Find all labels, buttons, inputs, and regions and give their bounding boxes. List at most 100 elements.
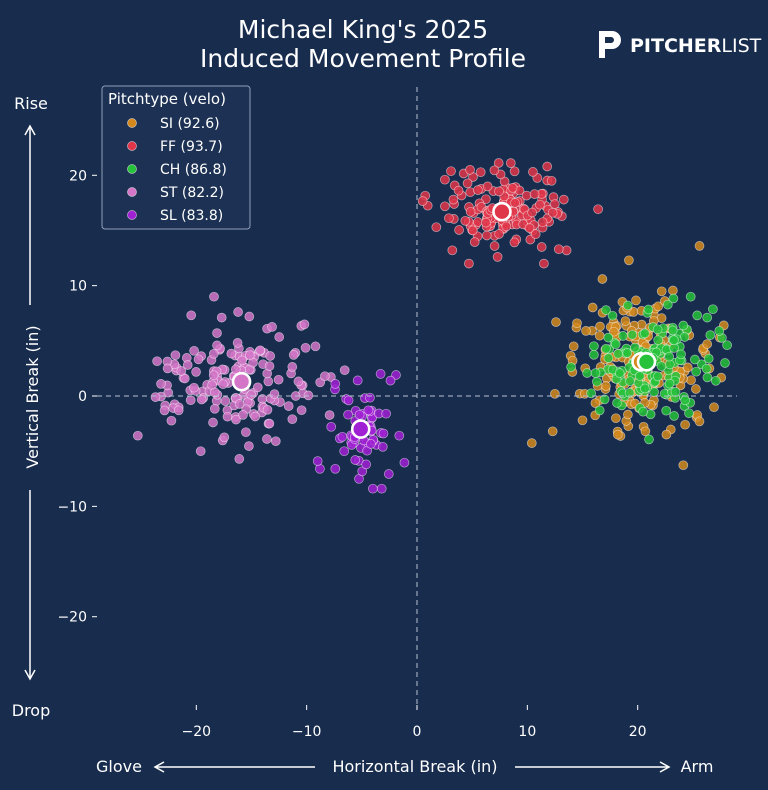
pitch-point xyxy=(473,185,483,195)
pitch-point xyxy=(270,436,281,447)
pitch-point xyxy=(678,460,689,471)
pitch-point xyxy=(509,237,520,248)
pitch-point xyxy=(216,312,227,323)
legend-label: ST (82.2) xyxy=(160,185,224,201)
pitch-point xyxy=(627,329,638,340)
pitch-point xyxy=(526,438,537,448)
pitch-point xyxy=(394,430,405,441)
pitch-point xyxy=(703,353,714,364)
pitch-point xyxy=(132,430,143,441)
legend-label: FF (93.7) xyxy=(160,139,223,155)
pitch-point xyxy=(469,237,480,247)
pitch-point xyxy=(460,215,471,226)
pitch-point xyxy=(701,363,712,374)
pitch-point xyxy=(550,388,560,399)
pitch-point xyxy=(494,229,504,239)
pitch-point xyxy=(603,353,614,363)
pitch-point xyxy=(343,395,354,406)
y-direction-arrows xyxy=(24,124,36,681)
pitch-point xyxy=(546,175,557,186)
pitch-point xyxy=(385,375,396,386)
pitch-point xyxy=(376,483,387,494)
pitch-point xyxy=(263,376,274,387)
pitch-point xyxy=(630,342,640,353)
legend-marker xyxy=(127,210,137,220)
pitch-point xyxy=(339,446,350,457)
pitch-point xyxy=(208,370,219,381)
pitch-point xyxy=(551,317,561,327)
pitch-point xyxy=(265,351,276,361)
pitch-point xyxy=(587,302,598,313)
pitch-point xyxy=(352,375,363,386)
legend-marker xyxy=(127,187,137,197)
pitch-point xyxy=(444,213,454,224)
pitch-point xyxy=(507,183,518,193)
pitch-point xyxy=(593,204,603,215)
pitch-point xyxy=(252,382,263,393)
pitch-point xyxy=(293,376,304,387)
pitch-point xyxy=(634,371,645,381)
x-right-label: Arm xyxy=(681,757,714,776)
pitch-point xyxy=(493,158,504,168)
pitch-point xyxy=(710,375,721,386)
pitch-point xyxy=(568,341,579,352)
pitch-point xyxy=(299,319,310,330)
pitch-point xyxy=(722,340,732,351)
pitch-point xyxy=(664,378,675,389)
pitch-point xyxy=(709,402,719,413)
pitch-point xyxy=(447,245,458,256)
chart-title-line2: Induced Movement Profile xyxy=(200,44,526,73)
pitch-point xyxy=(509,166,520,177)
y-top-label: Rise xyxy=(14,94,48,113)
pitch-point xyxy=(577,415,588,426)
pitch-point xyxy=(288,350,299,360)
pitch-point xyxy=(375,369,386,379)
legend-label: CH (86.8) xyxy=(160,162,227,178)
pitch-point xyxy=(620,316,631,326)
pitch-point xyxy=(310,341,321,352)
pitch-point xyxy=(664,351,674,362)
pitch-point xyxy=(601,343,611,354)
pitch-point xyxy=(195,446,206,457)
pitch-point xyxy=(255,345,266,356)
pitch-point xyxy=(454,225,464,235)
legend-title: Pitchtype (velo) xyxy=(108,90,226,108)
pitch-point xyxy=(186,310,197,321)
pitch-point xyxy=(668,293,679,304)
pitch-point xyxy=(212,328,222,338)
brand-name-bold: PITCHER xyxy=(630,35,722,57)
pitch-point xyxy=(603,332,614,343)
pitch-point xyxy=(581,326,591,336)
pitch-point xyxy=(553,244,564,255)
pitch-point xyxy=(539,258,549,269)
pitch-point xyxy=(431,222,442,233)
pitch-point xyxy=(494,186,504,197)
pitch-point xyxy=(377,441,388,452)
pitch-point xyxy=(694,416,705,427)
pitch-point xyxy=(702,339,713,349)
pitch-point xyxy=(326,421,337,432)
pitch-point xyxy=(238,410,248,420)
pitch-point xyxy=(501,221,512,232)
pitch-point xyxy=(685,291,696,302)
pitch-point xyxy=(613,348,623,359)
pitch-point xyxy=(273,374,284,385)
pitch-point xyxy=(601,381,611,391)
pitch-point xyxy=(189,382,199,393)
pitch-point xyxy=(296,405,307,416)
pitch-point xyxy=(209,291,219,302)
pitch-point xyxy=(623,409,633,420)
pitch-point xyxy=(209,403,220,414)
pitch-point xyxy=(170,350,181,361)
pitch-point xyxy=(189,345,199,356)
pitch-point xyxy=(472,217,483,227)
pitch-point xyxy=(219,432,230,443)
x-tick-label: 10 xyxy=(518,724,536,740)
pitch-point xyxy=(595,321,605,332)
pitch-point xyxy=(267,322,277,332)
pitch-point xyxy=(300,342,311,353)
pitch-point xyxy=(440,174,450,185)
pitch-point xyxy=(536,242,547,252)
pitch-point xyxy=(653,335,664,346)
pitch-point xyxy=(644,434,654,445)
